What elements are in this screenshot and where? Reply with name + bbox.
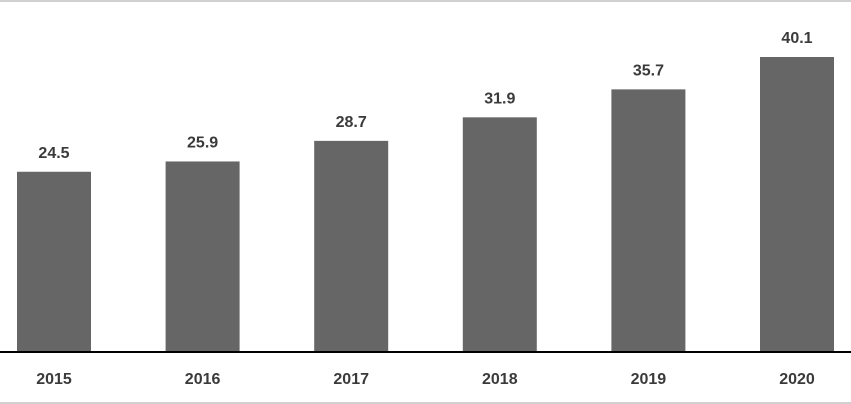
- x-tick-label: 2020: [779, 371, 815, 388]
- value-label: 40.1: [781, 30, 812, 47]
- value-label: 28.7: [336, 114, 367, 131]
- value-label: 25.9: [187, 135, 218, 152]
- bar: [760, 57, 834, 352]
- bar: [462, 117, 537, 352]
- bar: [165, 161, 240, 352]
- value-label: 31.9: [484, 91, 515, 108]
- x-tick-label: 2016: [185, 371, 221, 388]
- value-label: 24.5: [38, 145, 69, 162]
- value-label: 35.7: [633, 63, 664, 80]
- bar: [17, 171, 91, 352]
- x-tick-label: 2017: [333, 371, 369, 388]
- bar: [314, 140, 389, 352]
- x-tick-label: 2019: [631, 371, 667, 388]
- x-tick-label: 2015: [36, 371, 72, 388]
- bar: [611, 89, 686, 352]
- x-tick-label: 2018: [482, 371, 518, 388]
